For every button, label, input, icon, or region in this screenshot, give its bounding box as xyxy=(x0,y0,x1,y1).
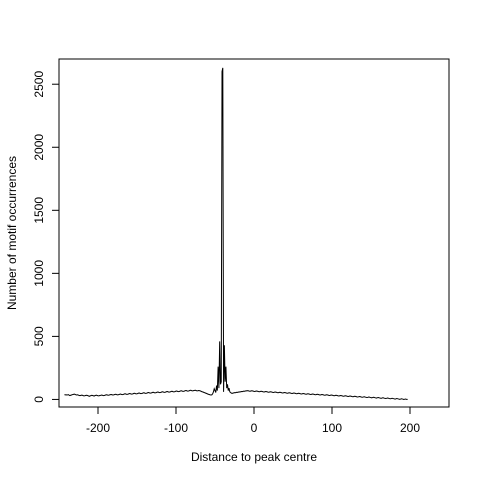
y-tick-label: 2500 xyxy=(32,71,46,98)
plot-box xyxy=(58,58,450,408)
x-tick-label: -200 xyxy=(86,421,110,435)
x-tick-label: 100 xyxy=(322,421,342,435)
y-tick-label: 2000 xyxy=(32,134,46,161)
y-tick-label: 1000 xyxy=(32,260,46,287)
x-axis-label: Distance to peak centre xyxy=(191,450,317,464)
y-tick-label: 0 xyxy=(32,396,46,403)
y-axis: 0 500 1000 1500 2000 2500 xyxy=(32,71,60,403)
y-tick-label: 500 xyxy=(32,326,46,346)
y-tick-label: 1500 xyxy=(32,197,46,224)
y-axis-label: Number of motif occurrences xyxy=(5,156,19,310)
x-tick-label: 0 xyxy=(251,421,258,435)
series-line xyxy=(64,67,408,400)
x-axis: -200 -100 0 100 200 xyxy=(86,406,420,435)
x-tick-label: -100 xyxy=(164,421,188,435)
x-tick-label: 200 xyxy=(400,421,420,435)
